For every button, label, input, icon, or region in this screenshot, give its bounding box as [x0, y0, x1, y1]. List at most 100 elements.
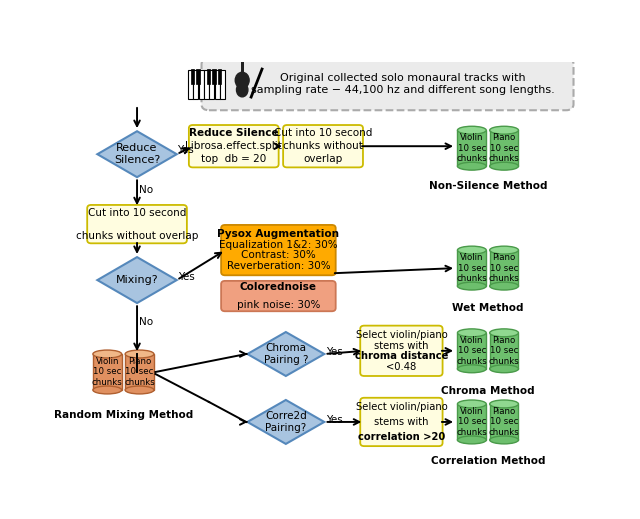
Bar: [191, 69, 194, 84]
Text: No: No: [138, 185, 153, 195]
Ellipse shape: [490, 162, 518, 170]
Ellipse shape: [490, 246, 518, 254]
Text: Chroma Method: Chroma Method: [442, 386, 535, 396]
Bar: [241, 62, 244, 73]
Ellipse shape: [458, 400, 486, 408]
Text: Violin
10 sec
chunks: Violin 10 sec chunks: [456, 336, 487, 366]
Bar: [207, 69, 211, 84]
Ellipse shape: [236, 72, 249, 88]
Text: chroma distance: chroma distance: [355, 351, 448, 361]
Text: Reduce
Silence?: Reduce Silence?: [114, 143, 160, 165]
Text: Yes: Yes: [177, 145, 193, 155]
Ellipse shape: [458, 246, 486, 254]
Text: correlation >20: correlation >20: [358, 432, 445, 442]
Text: Wet Method: Wet Method: [452, 303, 524, 313]
Ellipse shape: [93, 350, 122, 358]
FancyBboxPatch shape: [283, 125, 363, 168]
FancyBboxPatch shape: [87, 205, 187, 243]
FancyBboxPatch shape: [360, 325, 443, 376]
FancyBboxPatch shape: [221, 281, 336, 311]
Text: chunks without: chunks without: [283, 141, 363, 151]
Text: top  db = 20: top db = 20: [201, 154, 266, 164]
Ellipse shape: [125, 386, 154, 394]
Ellipse shape: [458, 162, 486, 170]
Ellipse shape: [237, 83, 248, 97]
Polygon shape: [97, 257, 177, 303]
FancyBboxPatch shape: [221, 225, 336, 275]
Bar: [458, 404, 486, 440]
Text: Cut into 10 second: Cut into 10 second: [274, 128, 372, 138]
Bar: [204, 70, 209, 99]
Ellipse shape: [125, 350, 154, 358]
Text: Reduce Silence: Reduce Silence: [189, 128, 278, 138]
Ellipse shape: [458, 436, 486, 444]
Text: Corre2d
Pairing?: Corre2d Pairing?: [265, 411, 307, 433]
Text: Yes: Yes: [326, 415, 343, 425]
Bar: [188, 70, 193, 99]
Text: Select violin/piano: Select violin/piano: [356, 330, 447, 340]
Text: Piano
10 sec
chunks: Piano 10 sec chunks: [489, 336, 520, 366]
Bar: [215, 70, 220, 99]
Bar: [125, 354, 154, 390]
Text: Equalization 1&2: 30%: Equalization 1&2: 30%: [219, 240, 338, 250]
Bar: [458, 333, 486, 369]
Ellipse shape: [93, 386, 122, 394]
Text: Non-Silence Method: Non-Silence Method: [429, 181, 547, 191]
Ellipse shape: [458, 365, 486, 373]
Ellipse shape: [490, 329, 518, 337]
Text: Cut into 10 second: Cut into 10 second: [88, 208, 186, 217]
Text: Yes: Yes: [178, 272, 195, 282]
Text: Original collected solo monaural tracks with
sampling rate − 44,100 hz and diffe: Original collected solo monaural tracks …: [250, 74, 554, 95]
FancyBboxPatch shape: [360, 398, 443, 446]
Bar: [458, 130, 486, 166]
Text: pink noise: 30%: pink noise: 30%: [237, 299, 320, 310]
Text: Colorednoise: Colorednoise: [240, 282, 317, 292]
Text: Correlation Method: Correlation Method: [431, 456, 545, 466]
Text: No: No: [138, 317, 153, 327]
Text: stems with: stems with: [374, 417, 429, 427]
Ellipse shape: [458, 282, 486, 290]
Text: Piano
10 sec
chunks: Piano 10 sec chunks: [489, 253, 520, 283]
Ellipse shape: [490, 400, 518, 408]
Text: Violin
10 sec
chunks: Violin 10 sec chunks: [456, 407, 487, 437]
Text: Reverberation: 30%: Reverberation: 30%: [227, 261, 330, 271]
Ellipse shape: [458, 126, 486, 134]
FancyBboxPatch shape: [189, 125, 278, 168]
Bar: [220, 70, 225, 99]
Bar: [209, 70, 214, 99]
Text: Chroma
Pairing ?: Chroma Pairing ?: [264, 343, 308, 365]
Text: Violin
10 sec
chunks: Violin 10 sec chunks: [92, 357, 123, 387]
Text: Select violin/piano: Select violin/piano: [356, 402, 447, 412]
Text: Random Mixing Method: Random Mixing Method: [54, 410, 193, 420]
Bar: [196, 69, 200, 84]
Bar: [490, 333, 518, 369]
Bar: [490, 404, 518, 440]
Text: Yes: Yes: [326, 347, 343, 357]
Ellipse shape: [490, 365, 518, 373]
Ellipse shape: [490, 126, 518, 134]
Ellipse shape: [490, 282, 518, 290]
Text: Contrast: 30%: Contrast: 30%: [241, 250, 316, 261]
Text: stems with: stems with: [374, 340, 429, 350]
Polygon shape: [248, 332, 324, 376]
Bar: [198, 70, 204, 99]
Text: Violin
10 sec
chunks: Violin 10 sec chunks: [456, 253, 487, 283]
Bar: [490, 250, 518, 286]
FancyBboxPatch shape: [202, 58, 573, 110]
Bar: [93, 354, 122, 390]
Text: chunks without overlap: chunks without overlap: [76, 230, 198, 241]
Polygon shape: [248, 400, 324, 444]
Polygon shape: [97, 131, 177, 177]
Text: Piano
10 sec
chunks: Piano 10 sec chunks: [489, 133, 520, 163]
Text: Mixing?: Mixing?: [116, 275, 158, 285]
Text: Librosa.effect.split: Librosa.effect.split: [186, 141, 282, 151]
Text: Violin
10 sec
chunks: Violin 10 sec chunks: [456, 133, 487, 163]
Text: Piano
10 sec
chunks: Piano 10 sec chunks: [124, 357, 155, 387]
Bar: [193, 70, 198, 99]
Text: Pysox Augmentation: Pysox Augmentation: [218, 229, 339, 239]
Text: overlap: overlap: [303, 154, 342, 164]
Text: <0.48: <0.48: [387, 362, 417, 372]
Bar: [490, 130, 518, 166]
Bar: [458, 250, 486, 286]
Ellipse shape: [458, 329, 486, 337]
